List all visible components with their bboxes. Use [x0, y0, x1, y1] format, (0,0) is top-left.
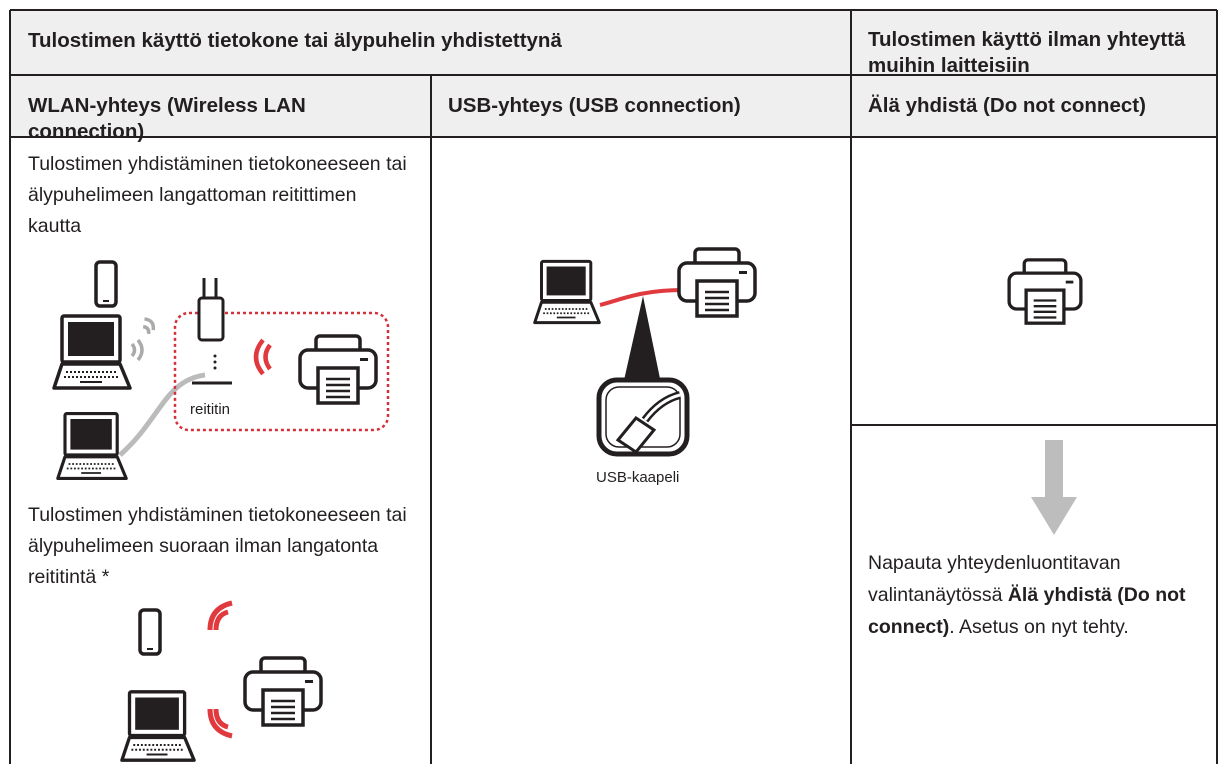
router-text: Tulostimen yhdistäminen tietokoneeseen t… [28, 153, 407, 237]
router-diagram [52, 260, 390, 481]
table-borders [9, 9, 1218, 764]
instruction: Napauta yhteydenluontitavan valintanäytö… [868, 547, 1213, 643]
column-title: Älä yhdistä (Do not connect) [868, 94, 1146, 117]
header-left: Tulostimen käyttö tietokone tai älypuhel… [28, 29, 562, 52]
header-bg [10, 10, 1217, 137]
router-label: reititin [190, 401, 231, 418]
instruction-text: . Asetus on nyt tehty. [949, 616, 1129, 638]
cable-label: USB-kaapeli [596, 469, 680, 486]
instruction-bold: Älä yhdistä (Do not connect) [868, 584, 1186, 638]
usb-diagram [532, 249, 755, 457]
column-title: USB-yhteys (USB connection) [448, 94, 741, 117]
direct-diagram [120, 600, 323, 762]
instruction-text: Napauta yhteydenluontitavan valintanäytö… [868, 552, 1121, 606]
header-right: Tulostimen käyttö ilman yhteyttä muihin … [868, 28, 1186, 77]
direct-text: Tulostimen yhdistäminen tietokoneeseen t… [28, 504, 407, 588]
column-title: WLAN-yhteys (Wireless LAN connection) [28, 94, 306, 143]
no-connect-diagram [1009, 260, 1081, 535]
